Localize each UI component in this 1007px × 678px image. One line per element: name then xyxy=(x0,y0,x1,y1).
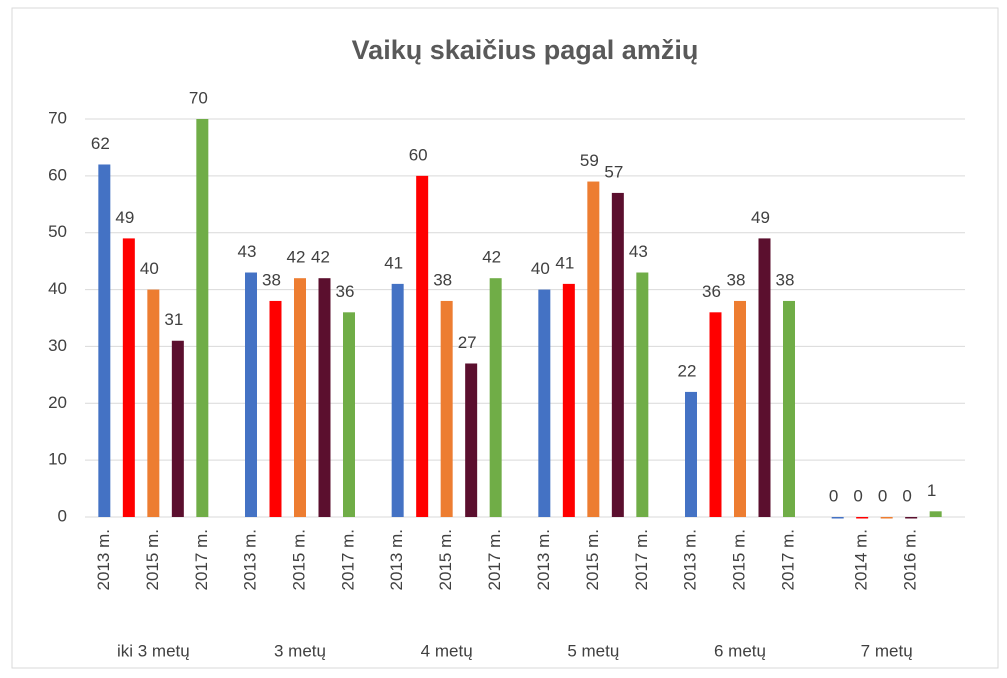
data-label: 38 xyxy=(776,270,795,289)
bar xyxy=(709,312,722,517)
y-tick-label: 50 xyxy=(48,222,67,241)
x-tick-label: 2015 m. xyxy=(729,529,748,590)
chart-frame xyxy=(11,7,999,669)
data-label: 42 xyxy=(311,248,330,267)
x-tick-label: 2013 m. xyxy=(94,529,113,590)
data-label: 43 xyxy=(238,242,257,261)
x-tick-label: 2013 m. xyxy=(387,529,406,590)
x-tick-label: 2017 m. xyxy=(632,529,651,590)
group-label: 6 metų xyxy=(714,641,766,660)
bar xyxy=(587,181,600,518)
bar xyxy=(611,192,624,517)
x-tick-label: 2016 m. xyxy=(901,529,920,590)
data-label: 36 xyxy=(702,282,721,301)
bar xyxy=(343,312,355,517)
bar xyxy=(294,278,306,517)
data-label: 41 xyxy=(555,253,574,272)
data-label: 40 xyxy=(531,259,550,278)
y-tick-label: 70 xyxy=(48,108,67,127)
data-label: 40 xyxy=(140,259,159,278)
data-label: 42 xyxy=(482,248,501,267)
data-label: 0 xyxy=(902,486,911,505)
bar xyxy=(562,283,575,517)
data-label: 57 xyxy=(604,162,623,181)
bar xyxy=(685,391,697,517)
data-label: 0 xyxy=(878,486,887,505)
x-tick-label: 2015 m. xyxy=(143,529,162,590)
data-label: 49 xyxy=(751,208,770,227)
data-label: 1 xyxy=(927,481,936,500)
bar xyxy=(147,289,160,517)
bar xyxy=(831,517,844,519)
x-tick-label: 2017 m. xyxy=(192,529,211,590)
data-label: 42 xyxy=(287,248,306,267)
bar xyxy=(318,278,331,517)
data-label: 38 xyxy=(433,270,452,289)
data-label: 62 xyxy=(91,134,110,153)
data-label: 27 xyxy=(458,333,477,352)
y-tick-label: 60 xyxy=(48,165,67,184)
data-label: 43 xyxy=(629,242,648,261)
bar xyxy=(734,300,746,517)
data-label: 0 xyxy=(853,486,862,505)
bar xyxy=(98,164,111,517)
data-label: 36 xyxy=(336,282,355,301)
group-label: 5 metų xyxy=(567,641,619,660)
x-tick-label: 2013 m. xyxy=(240,529,259,590)
group-label: 7 metų xyxy=(861,641,913,660)
x-tick-label: 2015 m. xyxy=(289,529,308,590)
data-label: 0 xyxy=(829,486,838,505)
bar xyxy=(440,300,453,517)
data-label: 22 xyxy=(678,361,697,380)
y-tick-label: 20 xyxy=(48,393,67,412)
data-label: 38 xyxy=(262,270,281,289)
y-tick-label: 0 xyxy=(58,506,67,525)
group-label: 3 metų xyxy=(274,641,326,660)
group-label: 4 metų xyxy=(421,641,473,660)
bar xyxy=(636,272,649,517)
x-tick-label: 2017 m. xyxy=(778,529,797,590)
bar xyxy=(171,340,184,517)
x-tick-label: 2014 m. xyxy=(852,529,871,590)
bar xyxy=(489,278,502,517)
data-label: 60 xyxy=(409,145,428,164)
chart-title: Vaikų skaičius pagal amžių xyxy=(352,35,699,65)
bar xyxy=(929,511,942,517)
bar xyxy=(465,363,478,517)
y-tick-label: 10 xyxy=(48,450,67,469)
x-tick-label: 2015 m. xyxy=(583,529,602,590)
data-label: 38 xyxy=(727,270,746,289)
bar xyxy=(538,289,551,517)
data-label: 31 xyxy=(164,310,183,329)
x-tick-label: 2015 m. xyxy=(436,529,455,590)
x-tick-label: 2017 m. xyxy=(338,529,357,590)
data-label: 49 xyxy=(115,208,134,227)
bar xyxy=(122,238,135,517)
y-tick-label: 30 xyxy=(48,336,67,355)
bar xyxy=(905,517,918,519)
bar xyxy=(196,119,209,517)
bar xyxy=(391,283,404,517)
x-tick-label: 2017 m. xyxy=(485,529,504,590)
bar xyxy=(269,300,282,517)
group-label: iki 3 metų xyxy=(117,641,190,660)
bar xyxy=(880,517,893,519)
data-label: 70 xyxy=(189,88,208,107)
bar xyxy=(783,300,795,517)
bar xyxy=(856,517,869,519)
bar xyxy=(758,238,771,517)
data-label: 41 xyxy=(384,253,403,272)
y-tick-label: 40 xyxy=(48,279,67,298)
x-tick-label: 2013 m. xyxy=(534,529,553,590)
data-label: 59 xyxy=(580,151,599,170)
bar xyxy=(245,272,257,517)
bar xyxy=(416,175,429,517)
x-tick-label: 2013 m. xyxy=(680,529,699,590)
